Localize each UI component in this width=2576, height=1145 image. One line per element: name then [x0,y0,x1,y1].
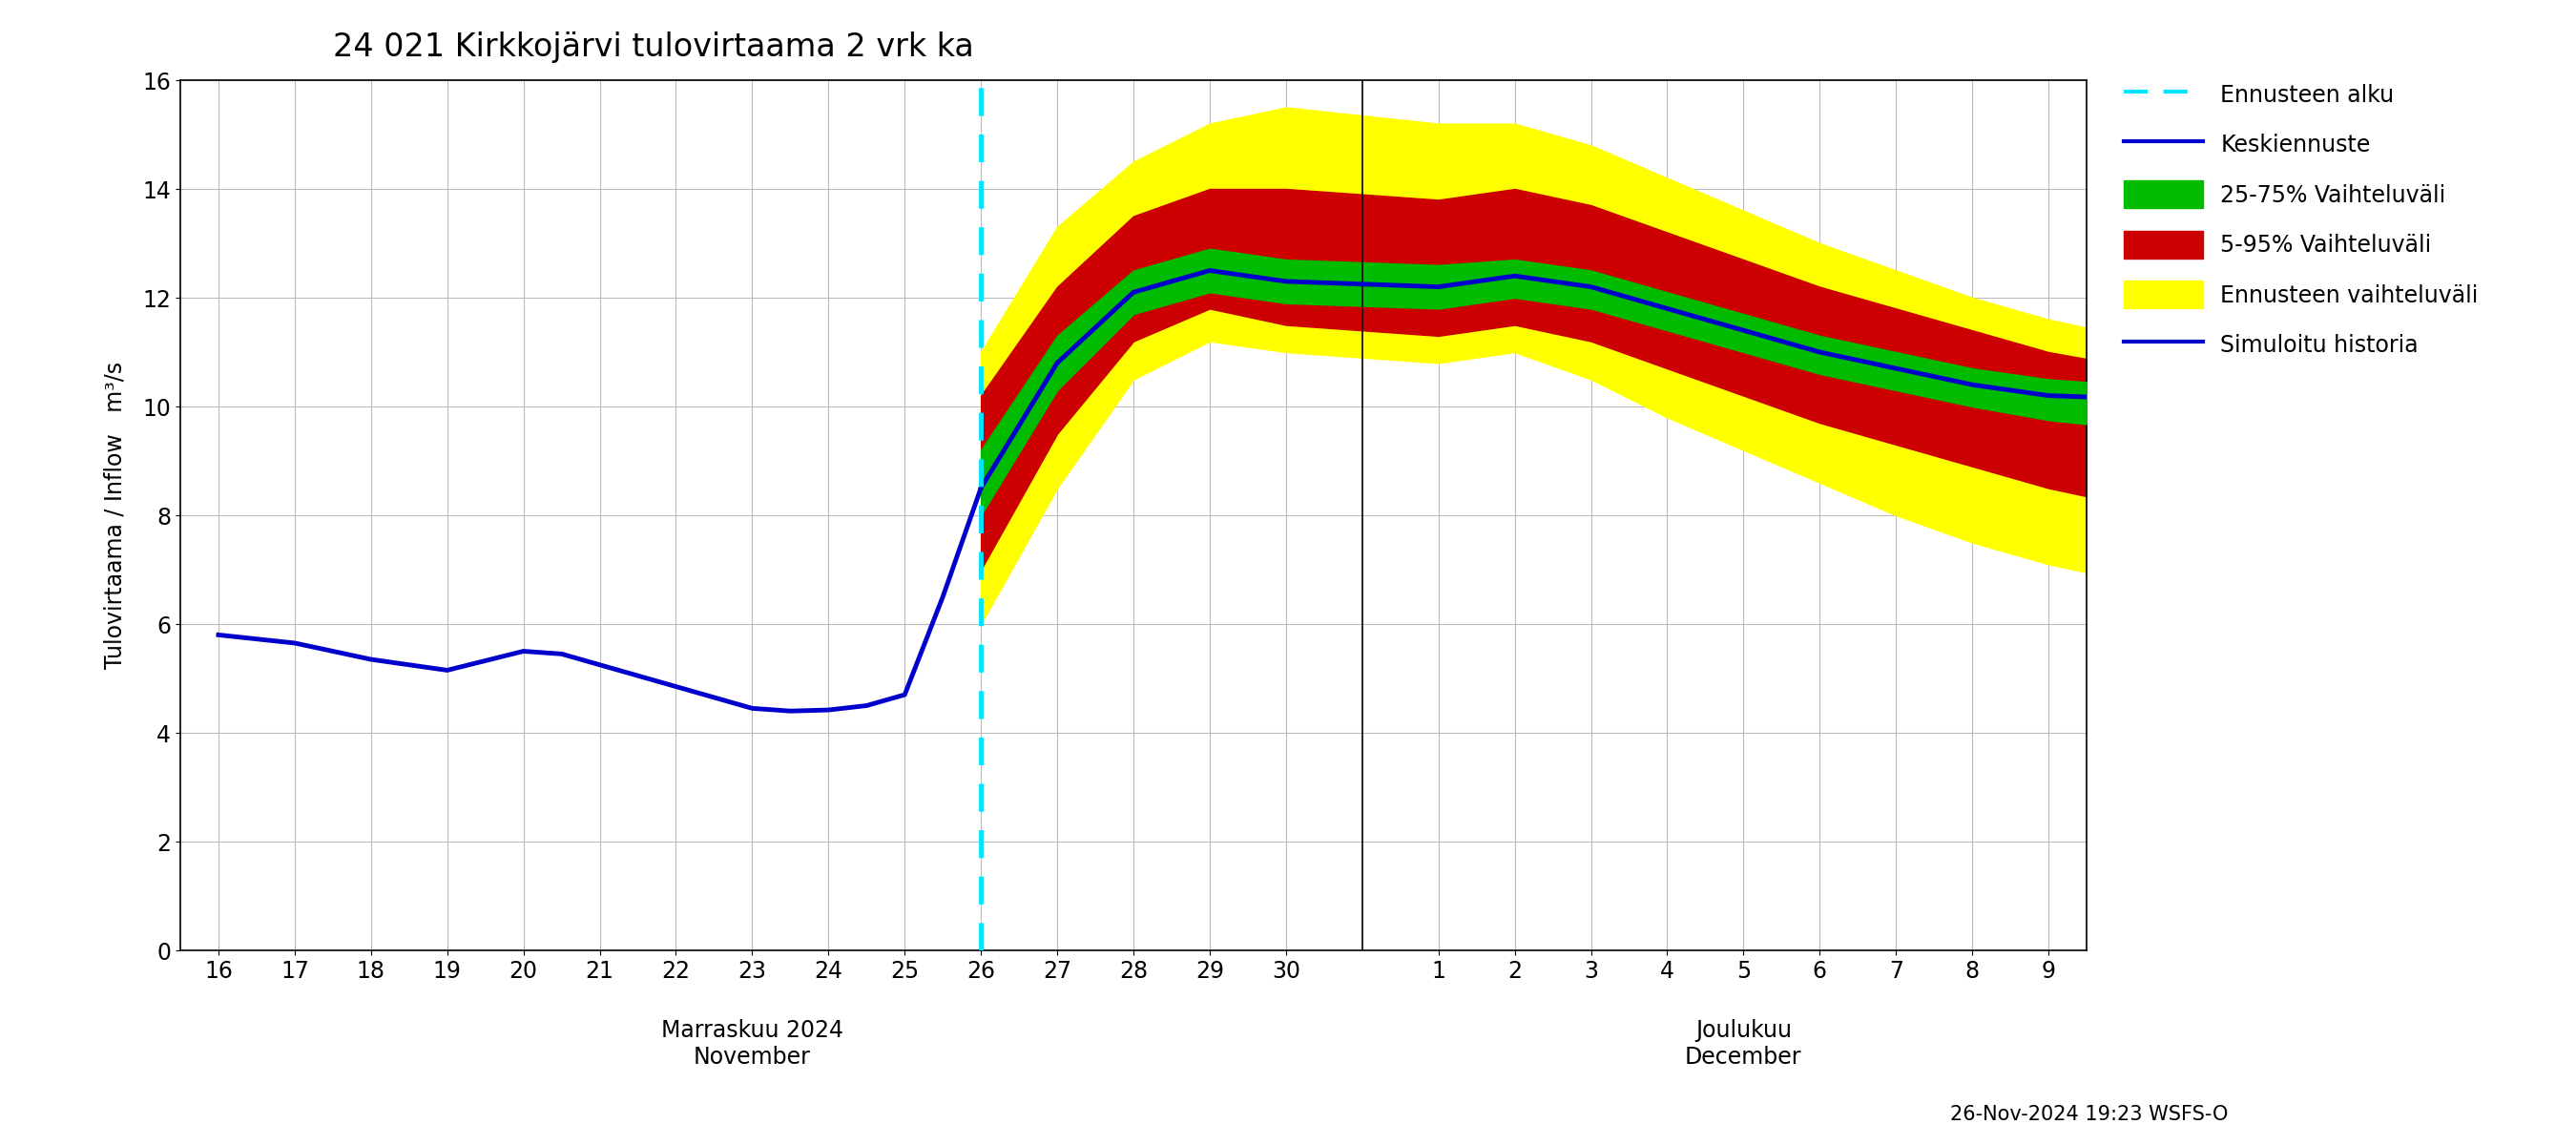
Text: 26-Nov-2024 19:23 WSFS-O: 26-Nov-2024 19:23 WSFS-O [1950,1105,2228,1124]
Text: Marraskuu 2024
November: Marraskuu 2024 November [662,1019,842,1068]
Legend: Ennusteen alku, Keskiennuste, 25-75% Vaihteluväli, 5-95% Vaihteluväli, Ennusteen: Ennusteen alku, Keskiennuste, 25-75% Vai… [2117,74,2486,365]
Y-axis label: Tulovirtaama / Inflow   m³/s: Tulovirtaama / Inflow m³/s [103,362,126,669]
Text: 24 021 Kirkkojärvi tulovirtaama 2 vrk ka: 24 021 Kirkkojärvi tulovirtaama 2 vrk ka [332,31,974,63]
Text: Joulukuu
December: Joulukuu December [1685,1019,1801,1068]
